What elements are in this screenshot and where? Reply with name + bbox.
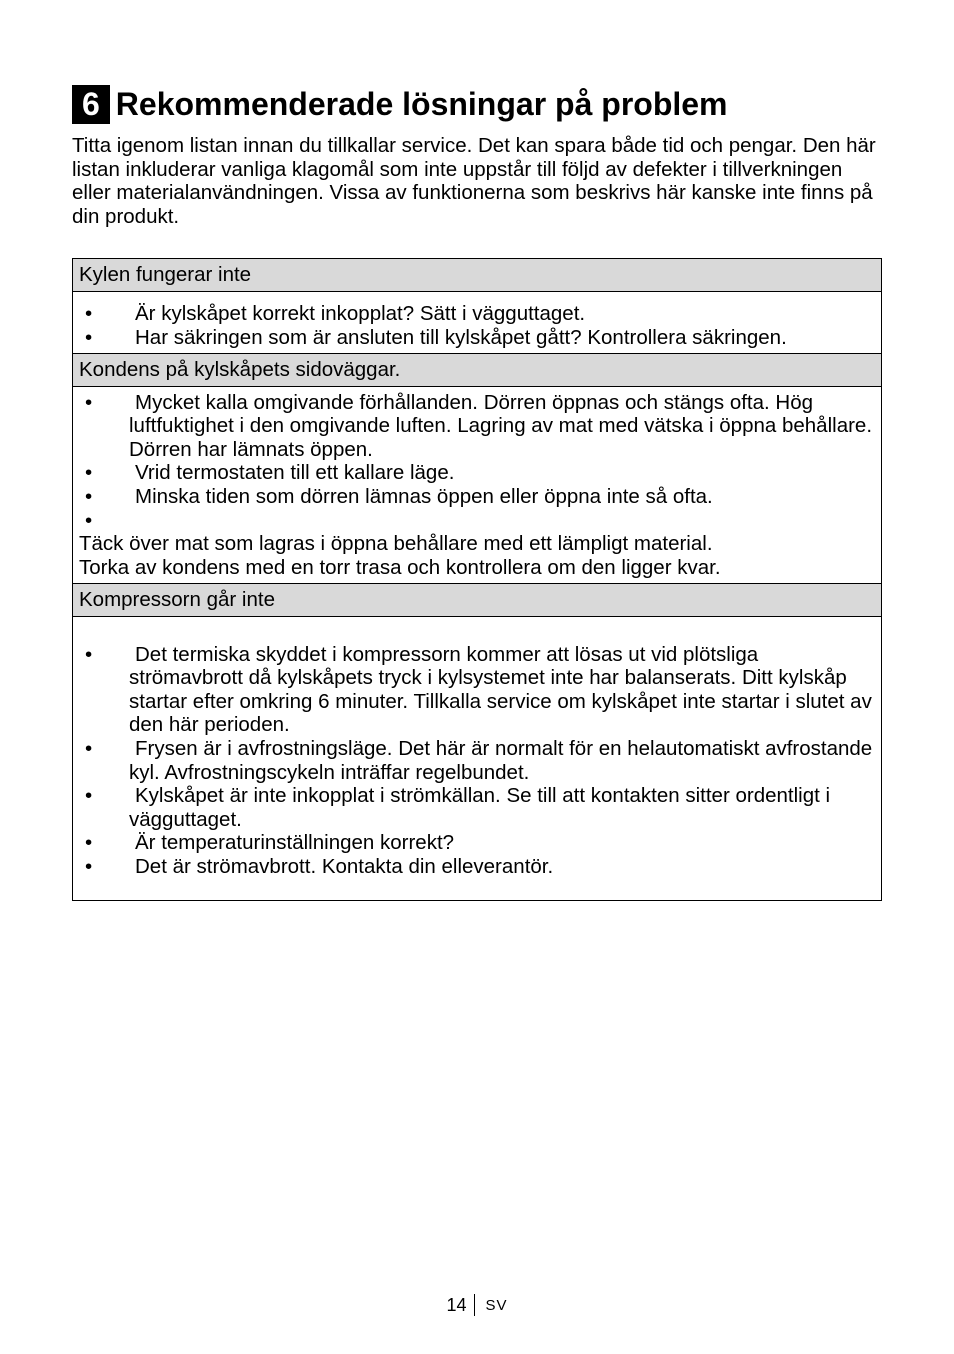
list-item: Kylskåpet är inte inkopplat i strömkälla… (79, 784, 875, 831)
section-number-badge: 6 (72, 85, 110, 124)
table-row: Mycket kalla omgivande förhållanden. Dör… (73, 386, 882, 584)
bullet-list: Det termiska skyddet i kompressorn komme… (79, 643, 875, 879)
troubleshooting-table: Kylen fungerar inte Är kylskåpet korrekt… (72, 258, 882, 901)
list-item: Frysen är i avfrostningsläge. Det här är… (79, 737, 875, 784)
table-row: Kylen fungerar inte (73, 259, 882, 292)
section-heading: 6 Rekommenderade lösningar på problem (72, 85, 882, 124)
list-item: Det termiska skyddet i kompressorn komme… (79, 643, 875, 737)
footer-separator (474, 1294, 475, 1316)
list-item: Har säkringen som är ansluten till kylsk… (79, 326, 875, 350)
bullet-list: Mycket kalla omgivande förhållanden. Dör… (79, 391, 875, 532)
table-row: Är kylskåpet korrekt inkopplat? Sätt i v… (73, 292, 882, 354)
list-item: Det är strömavbrott. Kontakta din elleve… (79, 855, 875, 879)
table-row: Kondens på kylskåpets sidoväggar. (73, 354, 882, 387)
table-row: Kompressorn går inte (73, 584, 882, 617)
bullet-list: Är kylskåpet korrekt inkopplat? Sätt i v… (79, 302, 875, 349)
page-number: 14 (446, 1295, 466, 1315)
problem-header: Kondens på kylskåpets sidoväggar. (73, 354, 882, 387)
plain-text-line: Täck över mat som lagras i öppna behålla… (79, 532, 875, 556)
problem-header: Kompressorn går inte (73, 584, 882, 617)
page-footer: 14 SV (0, 1294, 954, 1316)
intro-paragraph: Titta igenom listan innan du tillkallar … (72, 134, 882, 228)
page-language: SV (486, 1297, 508, 1314)
list-item (79, 509, 875, 533)
list-item: Är kylskåpet korrekt inkopplat? Sätt i v… (79, 302, 875, 326)
list-item: Minska tiden som dörren lämnas öppen ell… (79, 485, 875, 509)
problem-body: Mycket kalla omgivande förhållanden. Dör… (73, 386, 882, 584)
problem-header: Kylen fungerar inte (73, 259, 882, 292)
table-row: Det termiska skyddet i kompressorn komme… (73, 616, 882, 901)
section-title: Rekommenderade lösningar på problem (116, 86, 728, 123)
list-item: Vrid termostaten till ett kallare läge. (79, 461, 875, 485)
problem-body: Det termiska skyddet i kompressorn komme… (73, 616, 882, 901)
list-item: Är temperaturinställningen korrekt? (79, 831, 875, 855)
plain-text-line: Torka av kondens med en torr trasa och k… (79, 556, 875, 580)
problem-body: Är kylskåpet korrekt inkopplat? Sätt i v… (73, 292, 882, 354)
list-item: Mycket kalla omgivande förhållanden. Dör… (79, 391, 875, 462)
